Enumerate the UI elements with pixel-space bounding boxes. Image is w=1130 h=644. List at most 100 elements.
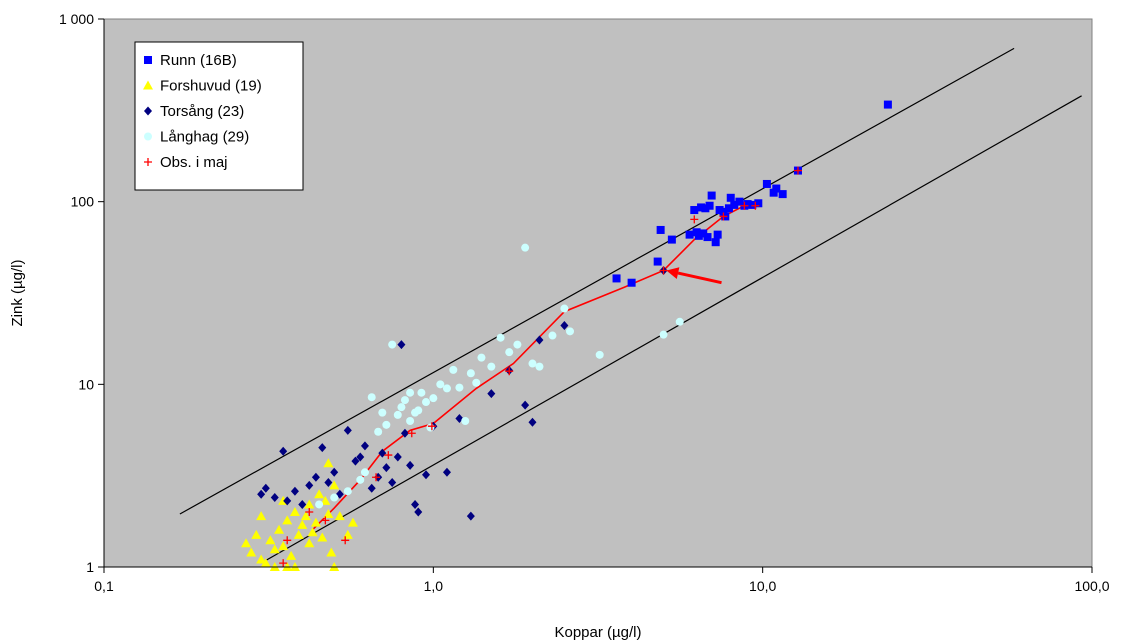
- legend-marker: [144, 158, 152, 166]
- data-point: [283, 536, 292, 545]
- legend-marker: [144, 56, 152, 64]
- data-point: [257, 489, 266, 499]
- data-point: [321, 516, 330, 525]
- data-point: [487, 362, 496, 371]
- data-point: [414, 507, 423, 517]
- legend-marker: [144, 106, 152, 116]
- data-point: [653, 257, 662, 266]
- data-point: [427, 422, 436, 431]
- data-point: [692, 228, 701, 237]
- data-point: [293, 529, 304, 539]
- data-point: [751, 201, 760, 210]
- data-point: [318, 443, 327, 453]
- data-point: [449, 365, 458, 374]
- data-point: [659, 330, 668, 339]
- data-point: [382, 420, 391, 429]
- data-point: [535, 362, 544, 371]
- data-point: [372, 473, 381, 482]
- data-point: [278, 541, 289, 551]
- data-point: [711, 238, 720, 247]
- data-point: [505, 348, 514, 357]
- data-point: [701, 204, 710, 213]
- data-point: [324, 478, 333, 488]
- data-point: [713, 230, 722, 239]
- data-point: [283, 496, 292, 506]
- x-tick-label: 0,1: [94, 578, 114, 594]
- data-point: [378, 448, 387, 458]
- data-point: [414, 406, 423, 415]
- data-point: [521, 400, 530, 410]
- data-point: [251, 529, 262, 539]
- data-point: [307, 527, 318, 537]
- data-point: [261, 483, 270, 493]
- data-point: [360, 441, 369, 451]
- data-point: [565, 327, 574, 336]
- data-point: [367, 393, 376, 402]
- data-point: [347, 517, 358, 527]
- data-point: [351, 456, 360, 466]
- data-point: [330, 467, 339, 477]
- series-plus: [279, 166, 802, 568]
- data-point: [421, 470, 430, 480]
- data-point: [705, 201, 714, 210]
- legend-label: Forshuvud (19): [160, 78, 262, 95]
- data-point: [406, 416, 415, 425]
- data-point: [329, 480, 340, 490]
- data-point: [667, 235, 676, 244]
- x-tick-label: 100,0: [1074, 578, 1109, 594]
- x-axis-title: Koppar (µg/l): [554, 624, 641, 641]
- plot-layer: [179, 47, 1082, 571]
- data-point: [595, 350, 604, 359]
- data-point: [466, 511, 475, 521]
- data-point: [256, 511, 267, 521]
- line-lower-bound: [260, 95, 1082, 564]
- data-point: [246, 547, 257, 557]
- data-point: [334, 511, 345, 521]
- data-point: [317, 532, 328, 542]
- data-point: [724, 204, 733, 213]
- data-point: [406, 460, 415, 470]
- data-point: [735, 197, 744, 206]
- data-point: [417, 388, 426, 397]
- data-point: [290, 486, 299, 496]
- data-point: [426, 423, 435, 432]
- series-circle: [315, 243, 684, 509]
- data-point: [472, 378, 481, 387]
- data-point: [421, 398, 430, 407]
- data-point: [289, 507, 300, 517]
- data-point: [265, 535, 276, 545]
- data-point: [560, 304, 569, 313]
- data-point: [513, 340, 522, 349]
- legend-box: [134, 41, 304, 191]
- data-point: [505, 367, 514, 376]
- data-point: [496, 333, 505, 342]
- data-point: [436, 380, 445, 389]
- line-upper-bound: [179, 47, 1015, 515]
- legend-marker: [143, 80, 153, 90]
- data-point: [300, 511, 311, 521]
- data-point: [393, 452, 402, 462]
- data-point: [627, 278, 636, 287]
- data-point: [256, 554, 267, 564]
- data-point: [726, 193, 735, 202]
- data-point: [772, 184, 781, 193]
- data-point: [883, 100, 892, 109]
- data-point: [356, 452, 365, 462]
- data-point: [455, 383, 464, 392]
- data-point: [314, 489, 325, 499]
- data-point: [400, 396, 409, 405]
- data-point: [769, 188, 778, 197]
- data-point: [659, 266, 668, 275]
- data-point: [305, 480, 314, 490]
- data-point: [286, 550, 297, 560]
- data-point: [715, 206, 724, 215]
- data-point: [690, 215, 699, 224]
- annotation-arrow-shaft: [677, 271, 722, 285]
- data-point: [343, 487, 352, 496]
- data-point: [330, 493, 339, 502]
- data-point: [343, 425, 352, 435]
- data-point: [323, 509, 334, 519]
- data-point: [762, 179, 771, 188]
- data-point: [397, 340, 406, 350]
- data-point: [384, 451, 393, 460]
